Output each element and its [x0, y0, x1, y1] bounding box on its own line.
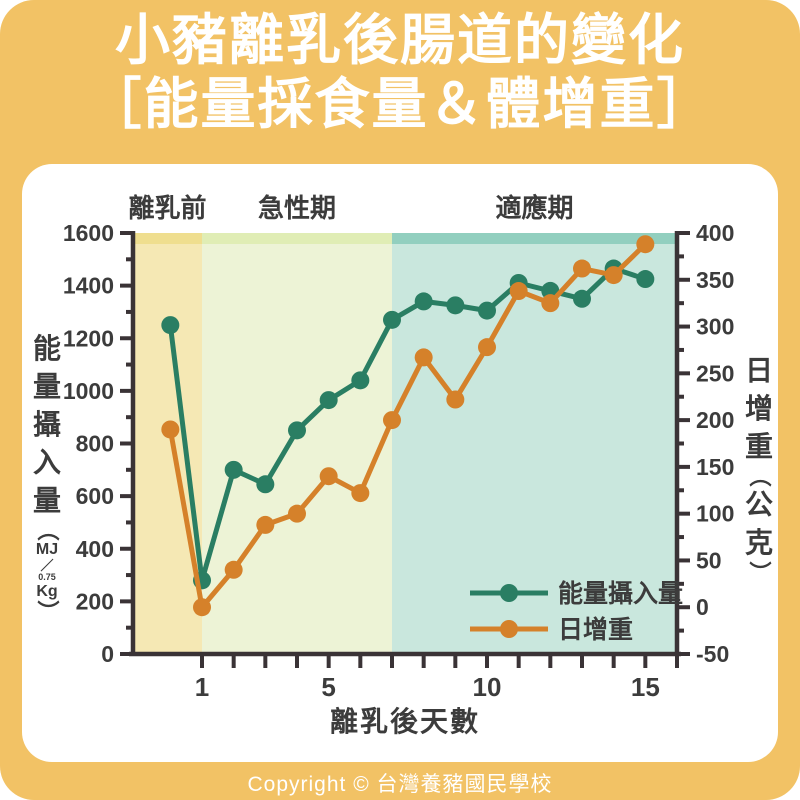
- left-axis-tick-label: 1200: [63, 325, 114, 351]
- left-axis-tick-label: 1000: [63, 378, 114, 404]
- left-axis-tick-label: 0: [101, 641, 114, 667]
- data-point: [224, 460, 243, 479]
- phase-label: 急性期: [258, 193, 336, 223]
- left-axis-unit-denominator: Kg: [36, 583, 58, 600]
- left-axis-tick-label: 1600: [63, 220, 114, 246]
- right-axis-tick-label: 250: [696, 360, 734, 386]
- phase-band-top-strip: [133, 233, 202, 244]
- legend-dot-sample: [500, 620, 518, 638]
- left-axis-title: 能量攝入量（MJ ／ 0.75 Kg）: [24, 330, 70, 623]
- right-axis-tick-label: 300: [696, 314, 734, 340]
- right-axis-tick-label: 350: [696, 267, 734, 293]
- data-point: [319, 467, 338, 486]
- left-axis-unit-exponent: 0.75: [38, 572, 56, 582]
- data-point: [383, 411, 401, 430]
- right-axis-tick-label: 0: [696, 594, 709, 620]
- x-axis-tick-label: 15: [631, 672, 660, 702]
- right-axis-title-char: 增: [744, 393, 773, 424]
- data-point: [161, 316, 180, 335]
- series-line-right: [167, 241, 648, 610]
- data-point: [541, 294, 560, 313]
- right-axis-title-char: 重: [744, 431, 773, 462]
- data-point: [288, 504, 306, 523]
- right-axis-title: 日增重（公克）: [738, 352, 780, 584]
- legend-label: 日增重: [558, 615, 633, 644]
- data-point: [256, 515, 275, 534]
- left-axis-tick-label: 200: [76, 588, 114, 614]
- left-axis-tick-label: 1400: [63, 273, 114, 299]
- data-point: [636, 235, 655, 254]
- left-axis-tick-label: 800: [76, 431, 114, 457]
- data-point: [509, 282, 528, 301]
- legend-dot-sample: [500, 584, 518, 602]
- title-line-2: ［能量採食量＆體增重］: [86, 73, 714, 135]
- right-axis-tick-label: 400: [696, 220, 734, 246]
- right-axis-tick-label: -50: [696, 641, 729, 667]
- data-point: [414, 348, 433, 367]
- left-axis-close-paren: ）: [34, 599, 60, 623]
- data-point: [288, 421, 306, 440]
- left-axis-tick-label: 400: [76, 536, 114, 562]
- data-point: [636, 270, 655, 289]
- x-axis-title: 離乳後天數: [329, 706, 480, 737]
- data-point: [193, 598, 211, 617]
- data-point: [319, 391, 338, 410]
- data-point: [161, 420, 180, 439]
- data-point: [446, 296, 465, 315]
- phase-band: [202, 233, 392, 654]
- left-axis-title-char: 量: [32, 371, 61, 402]
- data-point: [256, 475, 275, 494]
- phase-band-top-strip: [202, 233, 392, 244]
- x-axis-tick-label: 10: [473, 672, 502, 702]
- x-axis-tick-label: 1: [195, 672, 209, 702]
- right-axis-tick-label: 200: [696, 407, 734, 433]
- left-axis-unit-slash: ／: [40, 558, 54, 573]
- left-axis-unit-numerator: MJ: [35, 541, 59, 558]
- poster-title: 小豬離乳後腸道的變化 ［能量採食量＆體增重］: [0, 8, 800, 136]
- legend-label: 能量攝入量: [558, 579, 683, 608]
- x-axis-tick-label: 5: [321, 672, 335, 702]
- data-point: [573, 259, 591, 278]
- data-point: [383, 310, 401, 329]
- copyright-footer: Copyright © 台灣養豬國民學校: [247, 773, 553, 796]
- right-axis-title-char: 日: [744, 355, 773, 386]
- left-axis-title-char: 量: [32, 485, 61, 516]
- phase-band: [133, 233, 202, 654]
- right-axis-open-paren: （: [746, 464, 772, 488]
- phase-label: 適應期: [495, 193, 573, 223]
- data-point: [224, 560, 243, 579]
- left-axis-title-char: 攝: [32, 409, 61, 440]
- data-point: [573, 289, 591, 308]
- data-point: [478, 338, 496, 357]
- right-axis-unit-char: 公: [744, 489, 773, 520]
- data-point: [351, 484, 370, 503]
- right-axis-tick-label: 100: [696, 501, 734, 527]
- left-axis-title-char: 能: [32, 333, 61, 364]
- data-point: [446, 390, 465, 409]
- left-axis-tick-label: 600: [76, 483, 114, 509]
- title-line-1: 小豬離乳後腸道的變化: [114, 9, 685, 71]
- data-point: [604, 266, 623, 285]
- left-axis-open-paren: （: [34, 518, 60, 542]
- right-axis-close-paren: ）: [746, 560, 772, 584]
- left-axis-title-char: 入: [32, 447, 61, 478]
- right-axis-tick-label: 150: [696, 454, 734, 480]
- phase-label: 離乳前: [128, 193, 206, 223]
- data-point: [351, 371, 370, 390]
- data-point: [478, 301, 496, 320]
- data-point: [414, 292, 433, 311]
- right-axis-tick-label: 50: [696, 547, 722, 573]
- phase-band-top-strip: [392, 233, 677, 244]
- series-line-left: [167, 266, 648, 583]
- right-axis-unit-char: 克: [744, 527, 773, 558]
